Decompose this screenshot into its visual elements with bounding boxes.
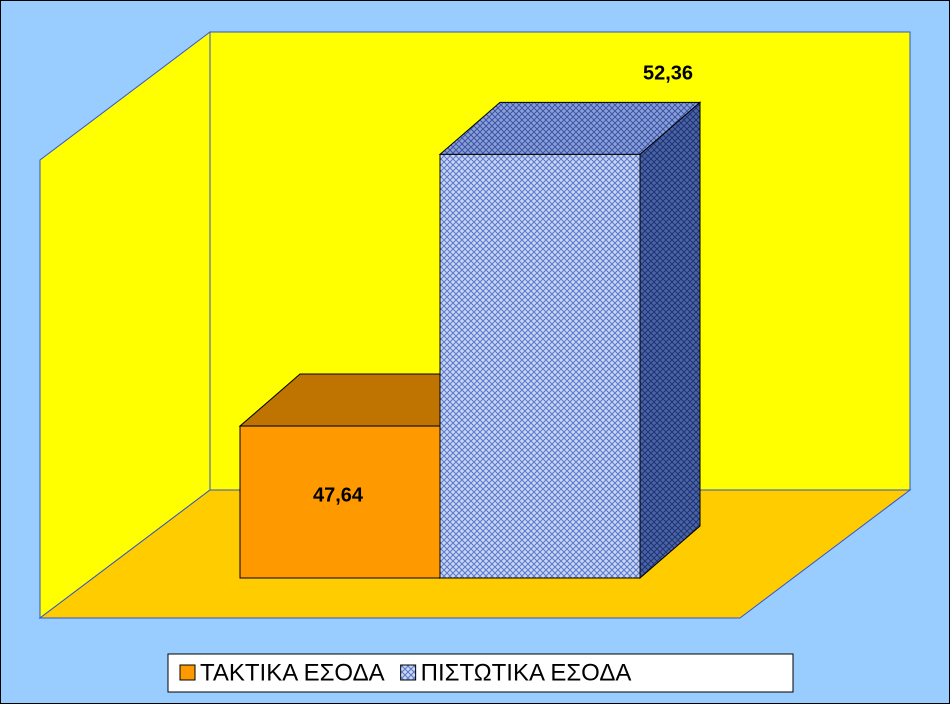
bar	[439, 153, 641, 579]
data-label: 47,64	[313, 484, 364, 506]
bar	[239, 425, 441, 579]
legend-swatch	[400, 664, 417, 681]
data-label: 52,36	[643, 63, 693, 85]
legend-swatch	[179, 664, 196, 681]
bar-side	[639, 101, 701, 580]
legend-label: ΤΑΚΤΙΚΑ ΕΣΟΔΑ	[200, 659, 385, 686]
legend	[167, 653, 794, 693]
legend-label: ΠΙΣΤΩΤΙΚΑ ΕΣΟΔΑ	[421, 659, 632, 686]
